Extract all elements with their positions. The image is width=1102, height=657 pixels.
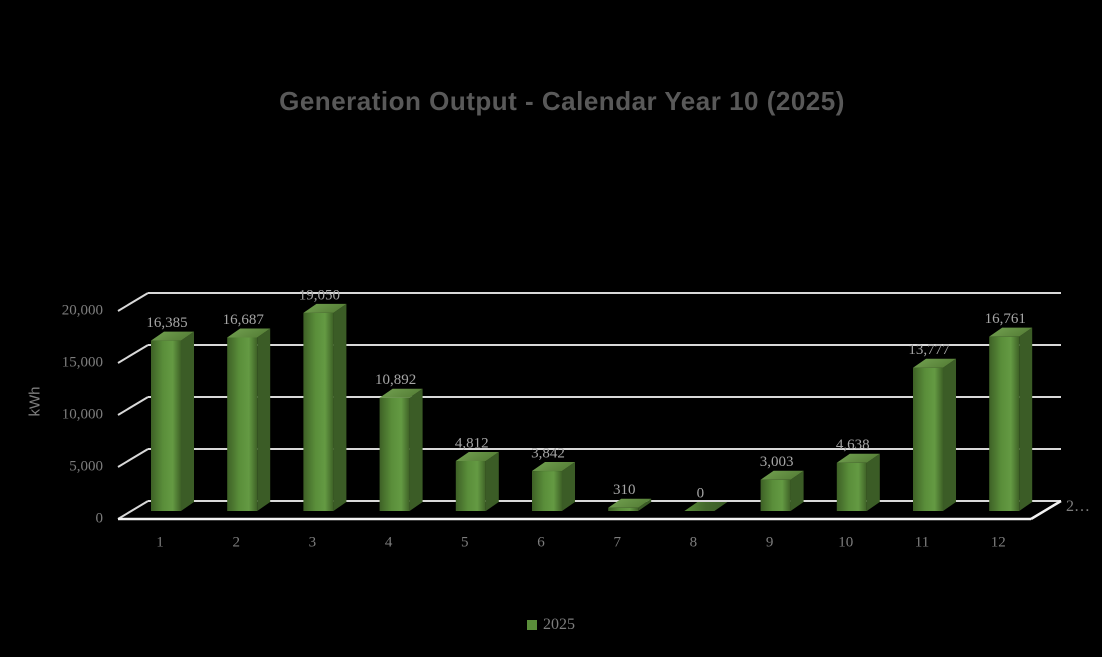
axis-tick-0	[117, 500, 149, 520]
bar-value-label-4: 10,892	[375, 372, 416, 388]
bar-side-face	[333, 303, 347, 511]
x-axis-label-9: 9	[766, 534, 774, 550]
bar-8	[684, 502, 728, 511]
bar-side-face	[790, 470, 804, 511]
bar-side-face	[409, 388, 423, 511]
axis-tick-5000	[117, 448, 149, 468]
bar-side-face	[257, 328, 271, 511]
bar-4	[379, 388, 423, 511]
bar-front-face	[303, 312, 334, 511]
bar-top-face	[760, 470, 804, 480]
axis-tick-20000	[117, 292, 149, 312]
bar-front-face	[836, 462, 867, 511]
bar-top-face	[989, 327, 1033, 337]
bar-value-label-3: 19,050	[299, 287, 340, 303]
bar-side-face	[562, 462, 575, 511]
bar-value-label-1: 16,385	[146, 315, 187, 331]
bar-front-face	[913, 367, 943, 511]
bar-12	[989, 327, 1033, 511]
bar-front-face	[989, 336, 1020, 511]
bar-value-label-5: 4,812	[455, 435, 489, 451]
y-axis-title: kWh	[26, 386, 44, 417]
legend-label-2025: 2025	[543, 616, 575, 633]
bar-top-face	[303, 303, 347, 313]
bar-side-face	[943, 358, 956, 511]
axis-tick-10000	[117, 396, 149, 416]
bar-front-face	[455, 460, 486, 511]
bar-value-label-11: 13,777	[908, 342, 950, 358]
bar-10	[836, 453, 880, 511]
bar-top-face	[455, 451, 499, 461]
x-axis-label-12: 12	[991, 534, 1006, 550]
legend-swatch-2025	[527, 620, 537, 630]
bar-front-face	[151, 340, 181, 511]
bar-front-face	[608, 507, 639, 511]
bar-7	[608, 498, 652, 511]
chart-title: Generation Output - Calendar Year 10 (20…	[279, 86, 845, 116]
bar-top-face	[913, 358, 956, 368]
bar-value-label-6: 3,842	[531, 445, 565, 461]
bar-side-face	[866, 453, 880, 511]
bar-side-face	[1019, 327, 1033, 511]
x-axis-label-3: 3	[309, 534, 317, 550]
bar-6	[532, 462, 575, 511]
x-axis-label-11: 11	[915, 534, 929, 550]
bar-value-label-10: 4,638	[836, 437, 870, 453]
bar-9	[760, 470, 804, 511]
y-axis-label-0: 0	[96, 510, 104, 526]
x-axis-label-1: 1	[156, 534, 164, 550]
bar-5	[455, 451, 499, 511]
bar-value-label-2: 16,687	[223, 312, 265, 328]
bar-side-face	[485, 451, 499, 511]
bar-front-face	[227, 337, 258, 511]
bar-1	[151, 331, 194, 511]
bar-value-label-8: 0	[697, 485, 705, 501]
bar-2	[227, 328, 271, 511]
x-axis-label-7: 7	[613, 534, 621, 550]
bar-top-face	[379, 388, 423, 398]
x-axis-label-5: 5	[461, 534, 469, 550]
x-axis-label-4: 4	[385, 534, 393, 550]
y-axis-label-15000: 15,000	[62, 354, 103, 370]
x-axis-label-10: 10	[838, 534, 853, 550]
legend: 2025	[527, 616, 575, 634]
axis-tick-15000	[117, 344, 149, 364]
bar-front-face	[532, 471, 562, 511]
x-axis-label-6: 6	[537, 534, 545, 550]
bar-value-label-7: 310	[613, 482, 636, 498]
x-axis-label-8: 8	[690, 534, 698, 550]
bar-3	[303, 303, 347, 511]
bar-top-face	[532, 462, 575, 472]
bar-value-label-12: 16,761	[985, 311, 1026, 327]
bar-side-face	[638, 498, 652, 511]
floor-right-edge	[1030, 499, 1062, 521]
bar-side-face	[181, 331, 194, 511]
y-axis-label-10000: 10,000	[62, 406, 103, 422]
bar-top-face	[151, 331, 194, 341]
bar-top-face	[608, 498, 652, 508]
x-axis-label-2: 2	[232, 534, 240, 550]
bar-front-face	[379, 397, 410, 511]
bar-top-face	[684, 502, 728, 511]
bar-11	[913, 358, 956, 511]
bar-front-face	[760, 479, 791, 511]
bar-top-face	[227, 328, 271, 338]
y-axis-label-5000: 5,000	[69, 458, 103, 474]
depth-axis-label: 2…	[1066, 498, 1090, 515]
y-axis-label-20000: 20,000	[62, 302, 103, 318]
bar-value-label-9: 3,003	[760, 454, 794, 470]
bar-top-face	[836, 453, 880, 463]
